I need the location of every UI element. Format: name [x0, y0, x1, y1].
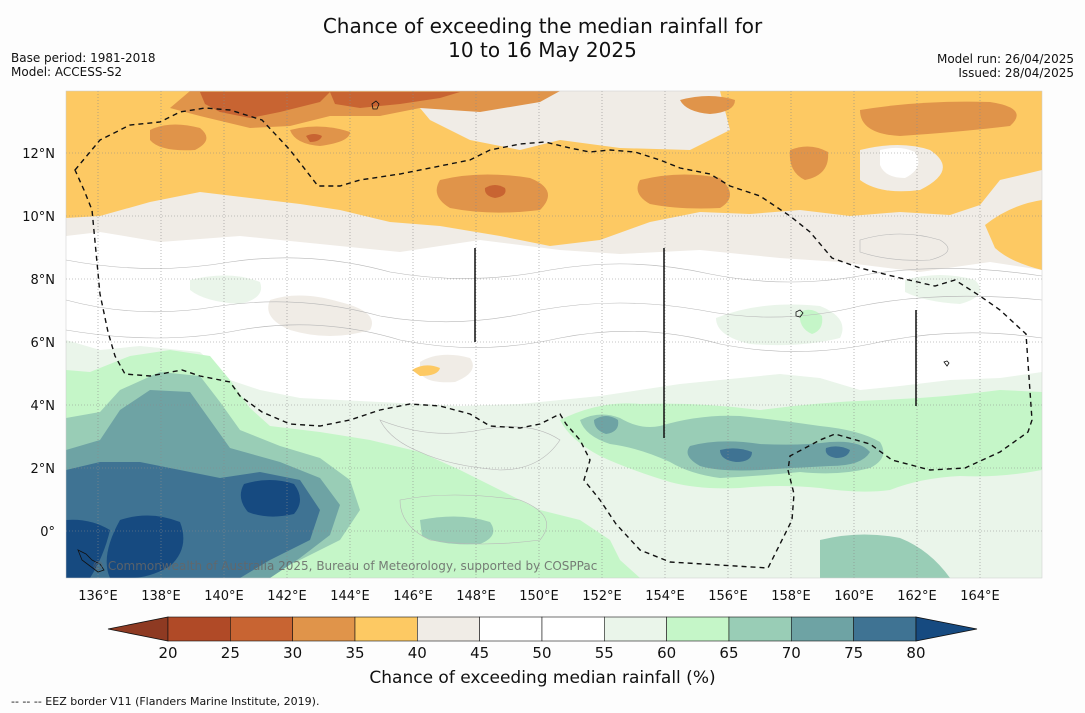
title-line-2: 10 to 16 May 2025	[448, 38, 637, 62]
base-period-text: Base period: 1981-2018	[11, 51, 156, 65]
zone-over-80	[66, 519, 110, 578]
zone-25-30	[484, 185, 506, 198]
colorbar-under-arrow	[107, 616, 169, 642]
zone-30-35	[150, 124, 207, 151]
model-text: Model: ACCESS-S2	[11, 65, 123, 79]
colorbar-segment	[541, 616, 605, 642]
title-line-1: Chance of exceeding the median rainfall …	[322, 14, 763, 38]
lat-tick-label: 8°N	[31, 273, 56, 288]
zone-55-60-patch	[905, 275, 980, 304]
boundary-markers	[474, 248, 917, 438]
zone-25-30	[330, 92, 460, 108]
colorbar-segment	[479, 616, 543, 642]
lon-tick-label: 148°E	[456, 589, 496, 604]
lon-tick-label: 162°E	[897, 589, 937, 604]
zone-65-70	[420, 516, 494, 545]
islands	[77, 100, 950, 573]
issued-text: Issued: 28/04/2025	[958, 66, 1074, 80]
zone-over-80	[240, 480, 300, 517]
lat-tick-label: 6°N	[31, 336, 56, 351]
colorbar-tick-label: 70	[782, 644, 801, 662]
map-figure: © Commonwealth of Australia 2025, Bureau…	[22, 90, 1043, 662]
lat-tick-label: 4°N	[31, 399, 56, 414]
lat-tick-label: 0°	[40, 525, 55, 540]
colorbar: 20 25 30 35 40 45 50 55 60 65 70 75 80	[107, 616, 978, 662]
colorbar-segment	[728, 616, 792, 642]
chart-title: Chance of exceeding the median rainfall …	[0, 14, 1085, 62]
colorbar-tick-label: 75	[844, 644, 863, 662]
lon-tick-label: 146°E	[393, 589, 433, 604]
zone-35-40-patch	[412, 365, 440, 376]
colorbar-segment	[790, 616, 854, 642]
lon-tick-label: 136°E	[78, 589, 118, 604]
zone-over-80	[106, 515, 184, 578]
eez-legend-note: -- -- -- EEZ border V11 (Flanders Marine…	[11, 695, 320, 708]
colorbar-tick-label: 20	[158, 644, 177, 662]
zone-40-45-patch	[420, 354, 473, 383]
lon-tick-label: 160°E	[834, 589, 874, 604]
zone-70-75	[594, 416, 619, 434]
colorbar-segment	[417, 616, 480, 642]
rainfall-probability-field	[66, 91, 1042, 578]
map-frame	[65, 90, 1043, 579]
lon-tick-label: 164°E	[960, 589, 1000, 604]
zone-40-45-patch	[268, 295, 372, 336]
colorbar-segment	[354, 616, 418, 642]
lon-tick-label: 152°E	[582, 589, 622, 604]
colorbar-tick-label: 80	[906, 644, 925, 662]
lon-tick-label: 150°E	[519, 589, 559, 604]
longitude-axis: 136°E 138°E 140°E 142°E 144°E 146°E 148°E 150°E…	[78, 589, 1000, 604]
model-info: Base period: 1981-2018 Model: ACCESS-S2	[11, 51, 156, 79]
lon-tick-label: 158°E	[771, 589, 811, 604]
zone-75-80	[825, 446, 850, 458]
zone-30-35	[789, 146, 829, 180]
lat-tick-label: 12°N	[22, 147, 55, 162]
colorbar-tick-label: 25	[221, 644, 240, 662]
colorbar-tick-label: 55	[595, 644, 614, 662]
model-run-text: Model run: 26/04/2025	[936, 52, 1074, 66]
zone-25-30	[306, 134, 322, 142]
colorbar-tick-label: 60	[657, 644, 676, 662]
colorbar-segment	[853, 616, 917, 642]
colorbar-title: Chance of exceeding median rainfall (%)	[369, 668, 716, 688]
lon-tick-label: 138°E	[141, 589, 181, 604]
zone-30-35	[637, 174, 730, 209]
lon-tick-label: 140°E	[204, 589, 244, 604]
colorbar-segment	[666, 616, 730, 642]
lat-tick-label: 10°N	[22, 210, 55, 225]
graticule	[66, 91, 1042, 578]
zone-65-70	[820, 534, 950, 578]
zone-30-35	[680, 96, 735, 114]
colorbar-segment	[604, 616, 667, 642]
colorbar-over-arrow	[915, 616, 978, 642]
run-info: Model run: 26/04/2025 Issued: 28/04/2025	[937, 52, 1074, 80]
colorbar-tick-label: 30	[283, 644, 302, 662]
colorbar-tick-label: 50	[532, 644, 551, 662]
lon-tick-label: 154°E	[645, 589, 685, 604]
lon-tick-label: 142°E	[267, 589, 307, 604]
zone-60-65-patch	[799, 309, 823, 334]
colorbar-tick-label: 65	[719, 644, 738, 662]
colorbar-segment	[230, 616, 293, 642]
colorbar-tick-label: 40	[408, 644, 427, 662]
zone-white-hole	[880, 147, 919, 178]
zone-55-60-patch	[190, 275, 262, 304]
zone-35-40-east	[985, 200, 1042, 270]
colorbar-tick-label: 45	[470, 644, 489, 662]
eez-border	[74, 107, 1033, 569]
lon-tick-label: 156°E	[708, 589, 748, 604]
zone-25-30	[200, 92, 330, 118]
lat-tick-label: 2°N	[31, 462, 56, 477]
latitude-axis: 12°N 10°N 8°N 6°N 4°N 2°N 0°	[22, 147, 55, 540]
colorbar-segment	[167, 616, 231, 642]
colorbar-tick-label: 35	[345, 644, 364, 662]
zone-30-35	[860, 101, 1017, 136]
colorbar-segment	[292, 616, 356, 642]
copyright-notice: © Commonwealth of Australia 2025, Bureau…	[92, 559, 597, 573]
lon-tick-label: 144°E	[330, 589, 370, 604]
